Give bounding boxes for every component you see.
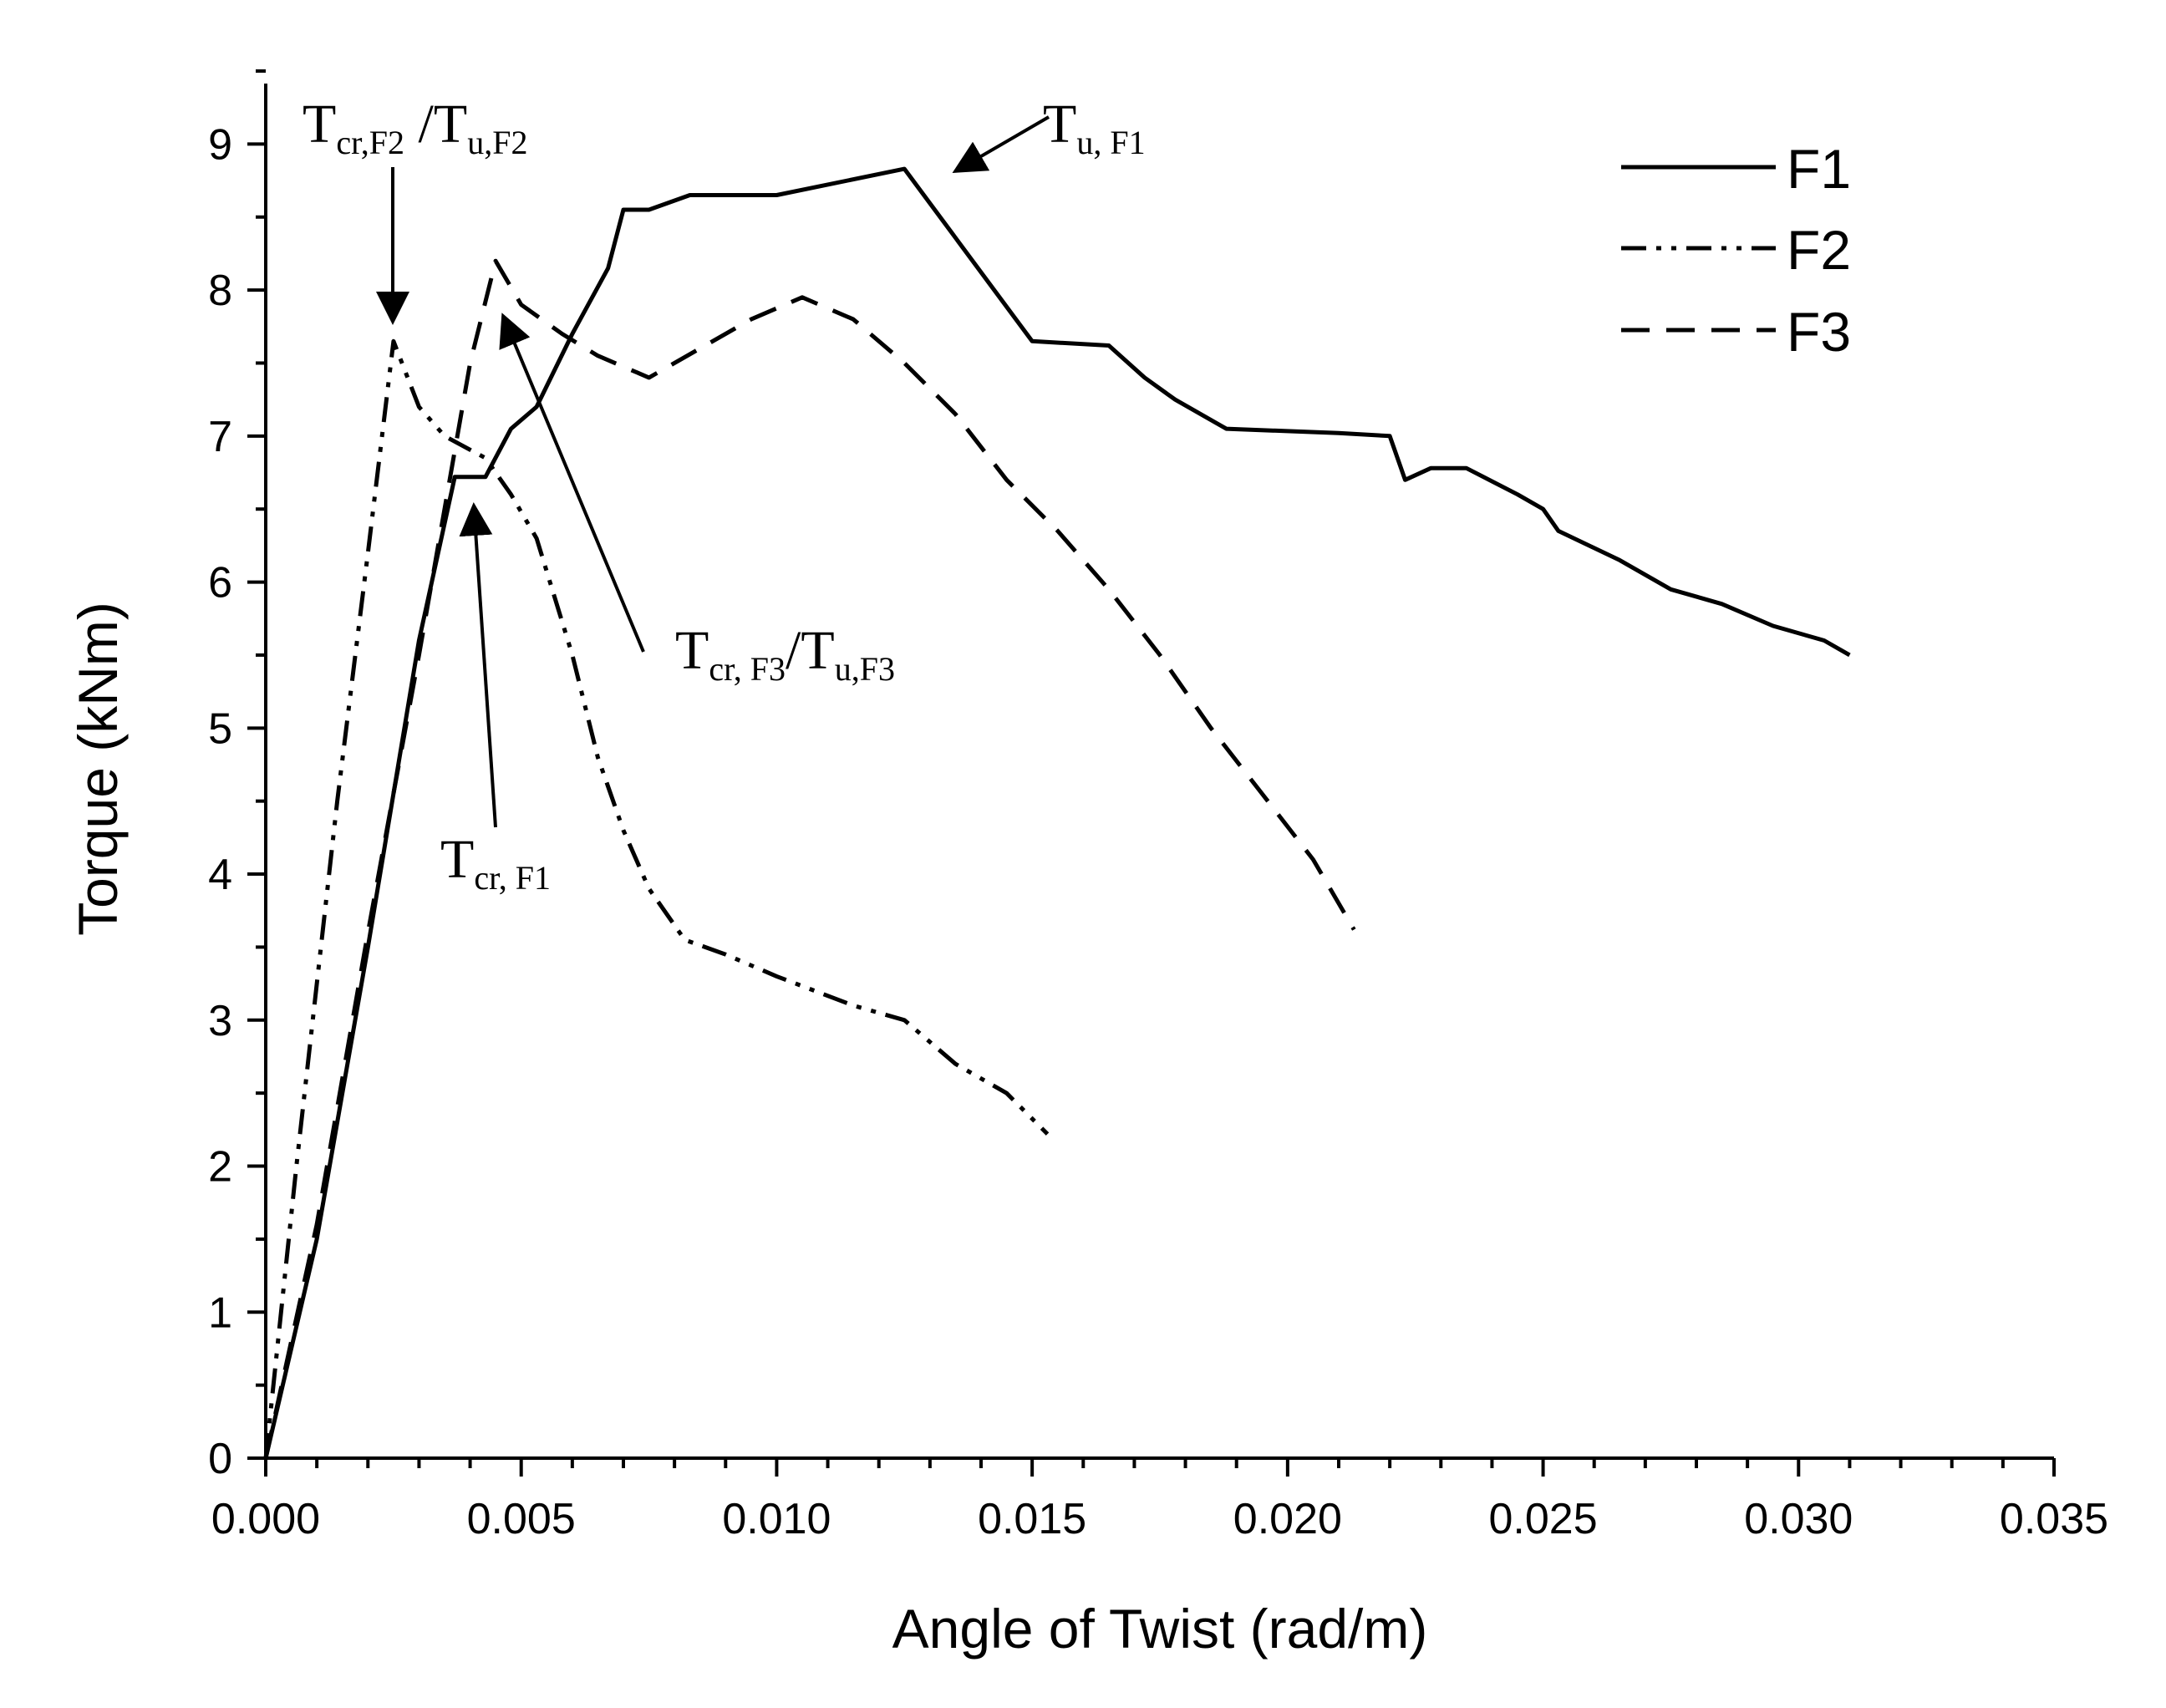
y-ticks: 0 1 2 3 4 5 6 7 8 9 — [208, 69, 266, 1483]
y-tick-label: 1 — [208, 1289, 232, 1337]
x-axis-title: Angle of Twist (rad/m) — [892, 1598, 1428, 1660]
legend-label-f1: F1 — [1787, 138, 1851, 200]
annotation-tcr-f1: Tcr, F1 — [440, 829, 551, 897]
y-tick-label: 3 — [208, 997, 232, 1045]
annotation-tu-f1: Tu, F1 — [1043, 94, 1146, 161]
x-tick-label: 0.030 — [1744, 1495, 1853, 1543]
y-tick-label: 0 — [208, 1435, 232, 1483]
x-tick-label: 0.035 — [2000, 1495, 2108, 1543]
series-line-f2 — [263, 338, 1050, 1459]
legend: F1 F2 F3 — [1621, 138, 1851, 363]
legend-label-f2: F2 — [1787, 219, 1851, 281]
y-tick-label: 5 — [208, 704, 232, 753]
y-tick-label: 2 — [208, 1143, 232, 1192]
series-line-f3 — [263, 258, 1356, 1459]
x-tick-label: 0.015 — [978, 1495, 1086, 1543]
y-tick-label: 6 — [208, 559, 232, 607]
series-layer — [263, 166, 1851, 1459]
y-tick-label: 9 — [208, 120, 232, 169]
annotation-tcr-f2: Tcr,F2 /Tu,F2 — [303, 94, 527, 161]
x-tick-label: 0.020 — [1233, 1495, 1342, 1543]
y-tick-label: 4 — [208, 851, 232, 899]
arrow-tcr-f1 — [459, 502, 497, 828]
x-ticks: 0.000 0.005 0.010 0.015 0.020 0.025 0.030 0.035 — [211, 1458, 2108, 1543]
x-tick-label: 0.025 — [1489, 1495, 1598, 1543]
arrow-tu-f1 — [952, 115, 1050, 174]
x-tick-label: 0.010 — [722, 1495, 831, 1543]
arrow-tcr-f3 — [499, 313, 645, 653]
legend-label-f3: F3 — [1787, 301, 1851, 363]
x-tick-label: 0.005 — [467, 1495, 576, 1543]
y-tick-label: 7 — [208, 413, 232, 461]
x-tick-label: 0.000 — [211, 1495, 320, 1543]
y-tick-label: 8 — [208, 267, 232, 315]
annotations: Tcr,F2 /Tu,F2 Tu, F1 Tcr, F3/Tu,F3 Tcr, … — [303, 94, 1146, 897]
series-line-f1 — [263, 166, 1851, 1459]
axes — [264, 84, 2054, 1460]
annotation-tcr-f3: Tcr, F3/Tu,F3 — [675, 620, 895, 688]
y-axis-title: Torque (kNm) — [67, 602, 129, 936]
